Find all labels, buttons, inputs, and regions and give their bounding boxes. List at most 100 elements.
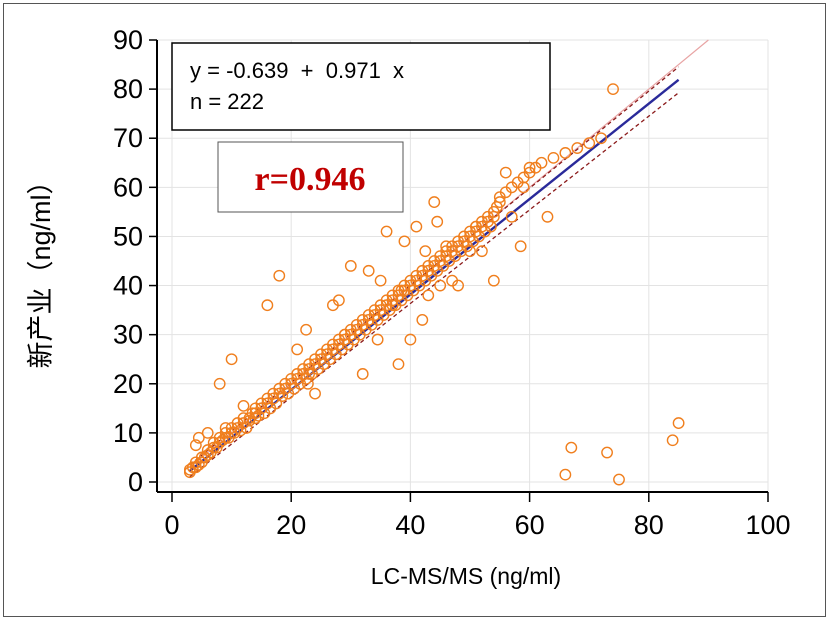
data-point xyxy=(183,463,196,476)
r-value-box xyxy=(217,141,404,213)
data-point xyxy=(201,444,214,456)
data-point xyxy=(318,358,330,371)
data-point xyxy=(192,431,205,444)
data-point xyxy=(607,83,619,96)
data-point xyxy=(431,215,444,228)
data-point xyxy=(261,299,274,312)
data-point xyxy=(213,377,226,390)
data-point xyxy=(583,137,596,150)
data-point xyxy=(499,166,512,179)
y-tick-label: 90 xyxy=(113,25,143,55)
correlation-coefficient: r=0.946 xyxy=(255,161,366,198)
data-point xyxy=(601,446,613,459)
data-point xyxy=(410,220,423,233)
data-point xyxy=(216,434,229,447)
data-point xyxy=(452,279,464,292)
data-point xyxy=(487,274,500,287)
y-tick-label: 40 xyxy=(113,271,143,301)
x-tick-label: 20 xyxy=(276,510,306,540)
data-point xyxy=(309,387,321,400)
data-point xyxy=(344,260,357,272)
data-point xyxy=(395,284,408,297)
identity-line xyxy=(189,39,709,468)
data-point xyxy=(476,245,488,258)
y-tick-label: 80 xyxy=(113,74,143,104)
data-point xyxy=(303,368,315,380)
equation-box xyxy=(171,42,551,131)
data-point xyxy=(404,333,417,346)
data-point xyxy=(434,279,447,292)
x-tick-label: 40 xyxy=(395,510,425,540)
data-point xyxy=(514,240,527,253)
data-point xyxy=(535,156,548,169)
data-point xyxy=(189,439,202,452)
data-point xyxy=(332,294,345,307)
data-point xyxy=(440,240,453,253)
data-point xyxy=(428,196,441,208)
data-point xyxy=(300,323,312,336)
data-point xyxy=(201,449,214,461)
data-point xyxy=(571,142,584,154)
data-point xyxy=(338,328,351,341)
data-point xyxy=(219,422,232,434)
data-point xyxy=(547,151,560,164)
data-point xyxy=(386,299,399,312)
regression-equation: y = -0.639 + 0.971 x xyxy=(190,58,404,83)
y-tick-label: 70 xyxy=(113,123,143,153)
data-point xyxy=(249,407,262,420)
data-point xyxy=(225,353,238,366)
data-point xyxy=(672,417,685,429)
data-point xyxy=(422,289,435,302)
data-point xyxy=(356,368,369,380)
y-axis-title: 新产业（ng/ml） xyxy=(26,167,56,368)
points-layer xyxy=(183,83,685,486)
data-point xyxy=(380,225,393,238)
data-point xyxy=(201,426,214,439)
data-point xyxy=(291,343,304,356)
data-point xyxy=(559,147,572,159)
data-point xyxy=(493,196,506,208)
data-point xyxy=(505,210,518,223)
data-point xyxy=(523,161,536,174)
data-point xyxy=(192,458,205,471)
y-tick-label: 20 xyxy=(113,369,143,399)
data-point xyxy=(234,424,247,437)
y-tick-label: 0 xyxy=(128,467,143,497)
data-point xyxy=(398,235,411,248)
data-point xyxy=(243,414,256,427)
y-tick-label: 50 xyxy=(113,221,143,251)
data-point xyxy=(195,451,208,464)
data-point xyxy=(273,269,286,282)
data-point xyxy=(392,358,405,371)
y-tick-label: 60 xyxy=(113,172,143,202)
x-tick-label: 100 xyxy=(745,510,790,540)
x-axis-title: LC-MS/MS (ng/ml) xyxy=(371,563,561,589)
data-point xyxy=(374,274,387,287)
data-point xyxy=(666,434,679,447)
sample-size: n = 222 xyxy=(190,89,264,114)
y-tick-label: 10 xyxy=(113,418,143,448)
axes-layer: 0 10 20 30 40 50 60 70 80 90 0 20 40 60 80 100 xyxy=(113,25,791,540)
data-point xyxy=(595,132,608,145)
data-point xyxy=(371,333,384,346)
data-point xyxy=(237,399,250,412)
data-point xyxy=(613,473,625,486)
y-tick-label: 30 xyxy=(113,320,143,350)
data-point xyxy=(559,468,572,481)
chart-frame xyxy=(3,3,826,617)
data-point xyxy=(416,314,429,326)
x-tick-label: 80 xyxy=(634,510,664,540)
data-point xyxy=(252,409,265,422)
data-point xyxy=(565,441,578,454)
data-point xyxy=(541,210,554,223)
data-point xyxy=(464,245,476,258)
x-tick-label: 60 xyxy=(515,510,545,540)
data-point xyxy=(470,220,482,233)
confidence-lower-line xyxy=(189,92,680,478)
data-point xyxy=(362,264,375,277)
data-point xyxy=(419,245,432,258)
data-point xyxy=(517,181,530,194)
x-tick-label: 0 xyxy=(164,510,179,540)
data-point xyxy=(276,390,289,402)
